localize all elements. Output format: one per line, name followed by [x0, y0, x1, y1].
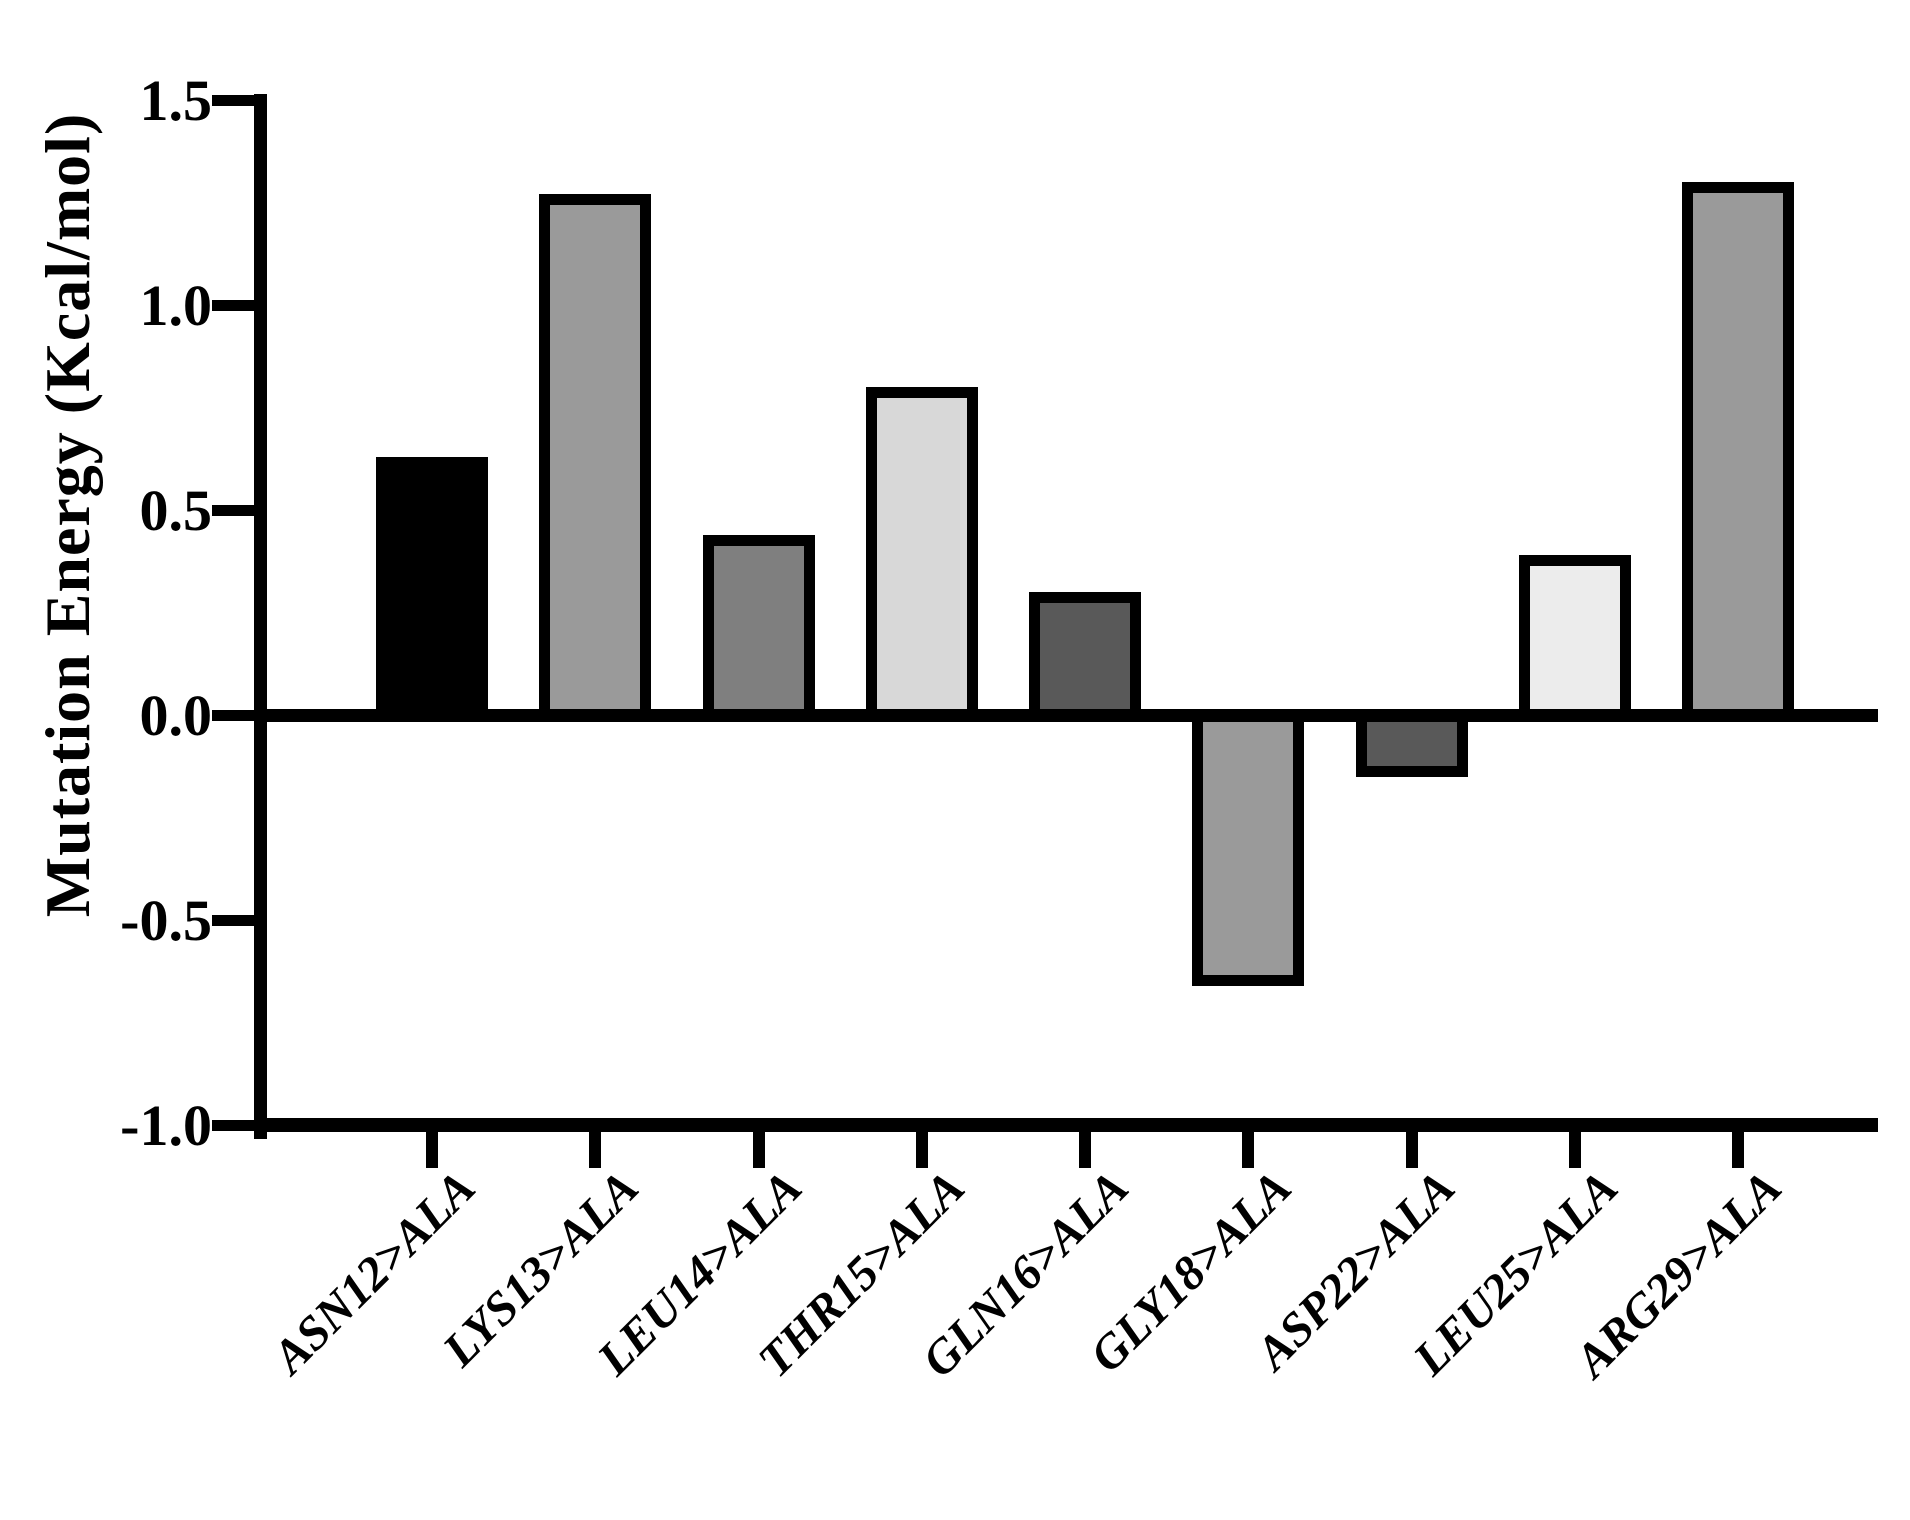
- x-axis-line: [254, 1118, 1878, 1132]
- bar-leu25-ala: [1518, 555, 1631, 720]
- y-tick-mark: [212, 505, 262, 516]
- y-tick-mark: [212, 915, 262, 926]
- x-tick-mark: [915, 1132, 928, 1168]
- x-tick-mark: [1732, 1132, 1744, 1168]
- x-tick-mark: [1405, 1132, 1418, 1168]
- bar-gly18-ala: [1192, 710, 1305, 986]
- x-tick-mark: [752, 1132, 765, 1168]
- bar-thr15-ala: [865, 387, 978, 720]
- y-axis-spine: [254, 94, 267, 1139]
- y-tick-mark: [212, 300, 262, 311]
- y-tick-label: -1.0: [120, 1093, 212, 1159]
- bar-arg29-ala: [1682, 182, 1794, 720]
- y-tick-mark: [212, 95, 262, 106]
- bar-leu14-ala: [702, 534, 815, 720]
- y-tick-mark: [212, 710, 262, 721]
- x-tick-mark: [1568, 1132, 1581, 1168]
- x-tick-mark: [1079, 1132, 1091, 1168]
- x-tick-mark: [1242, 1132, 1255, 1168]
- y-tick-label: 1.5: [139, 68, 213, 134]
- y-tick-label: -0.5: [120, 888, 212, 954]
- bar-lys13-ala: [539, 194, 652, 720]
- y-tick-label: 0.0: [139, 683, 213, 749]
- x-tick-mark: [589, 1132, 602, 1168]
- bar-asn12-ala: [376, 456, 488, 720]
- bar-gln16-ala: [1029, 592, 1141, 720]
- y-tick-label: 0.5: [139, 478, 213, 544]
- y-tick-mark: [212, 1120, 262, 1131]
- y-tick-label: 1.0: [139, 273, 213, 339]
- zero-baseline: [254, 709, 1878, 722]
- x-tick-mark: [426, 1132, 438, 1168]
